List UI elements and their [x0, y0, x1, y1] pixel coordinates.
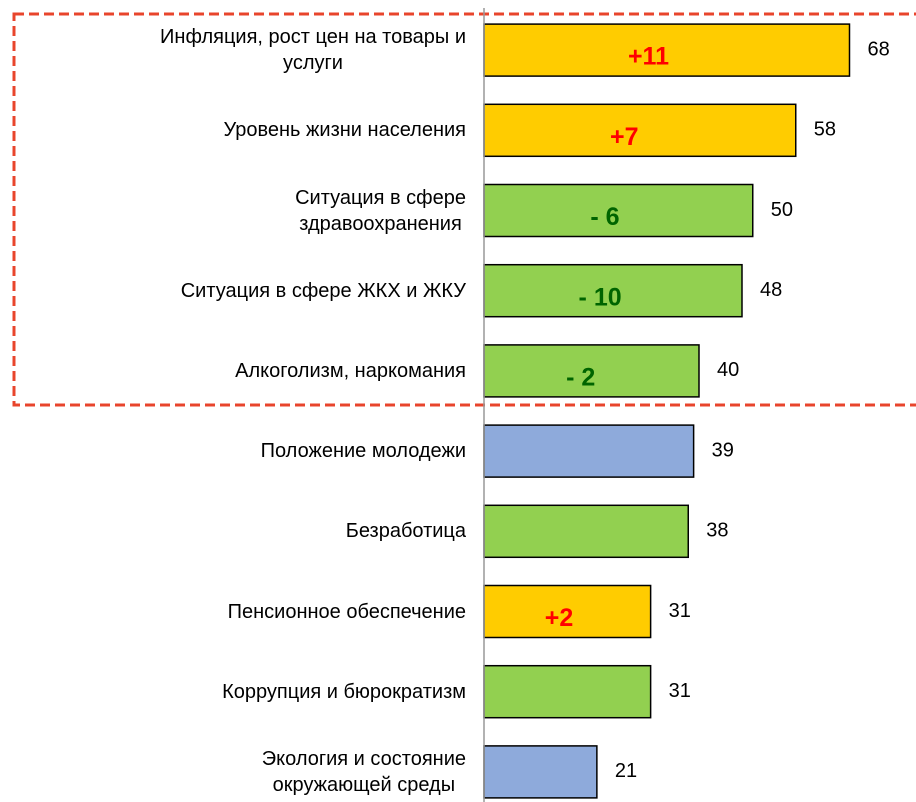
change-label: - 10 — [579, 283, 622, 311]
bar — [483, 344, 700, 398]
highlight-box — [12, 12, 916, 407]
value-label: 68 — [868, 38, 890, 60]
category-label: Ситуация в сфере ЖКХ и ЖКУ — [180, 279, 466, 302]
category-label: Положение молодежи — [260, 440, 466, 463]
value-label: 58 — [814, 119, 836, 141]
change-label: - 6 — [590, 203, 619, 231]
category-label: Инфляция, рост цен на товары и услуги — [160, 26, 466, 75]
value-label: 31 — [669, 680, 691, 702]
value-label: 50 — [771, 199, 793, 221]
value-label: 48 — [760, 279, 782, 301]
bar — [483, 263, 743, 318]
value-label: 39 — [712, 439, 734, 461]
category-label: Пенсионное обеспечение — [227, 600, 466, 623]
category-label: Экология и состояние окружающей среды — [261, 747, 466, 796]
change-label: +7 — [610, 123, 639, 151]
bar — [483, 23, 851, 77]
value-label: 21 — [615, 760, 637, 782]
bar — [483, 584, 652, 639]
bar — [483, 745, 598, 799]
value-label: 31 — [669, 600, 691, 622]
bar — [483, 183, 754, 238]
bar — [483, 424, 695, 478]
bar — [483, 103, 797, 158]
category-label: Безработица — [345, 520, 466, 543]
category-label: Алкоголизм, наркомания — [235, 359, 466, 382]
category-label: Ситуация в сфере здравоохранения — [295, 186, 466, 235]
bar — [483, 664, 652, 719]
change-label: +2 — [545, 604, 574, 632]
change-label: - 2 — [566, 364, 595, 392]
category-label: Коррупция и бюрократизм — [222, 680, 466, 703]
category-label: Уровень жизни населения — [223, 119, 466, 142]
value-label: 40 — [717, 359, 739, 381]
change-label: +11 — [628, 43, 669, 71]
bar — [483, 504, 689, 559]
value-label: 38 — [706, 520, 728, 542]
